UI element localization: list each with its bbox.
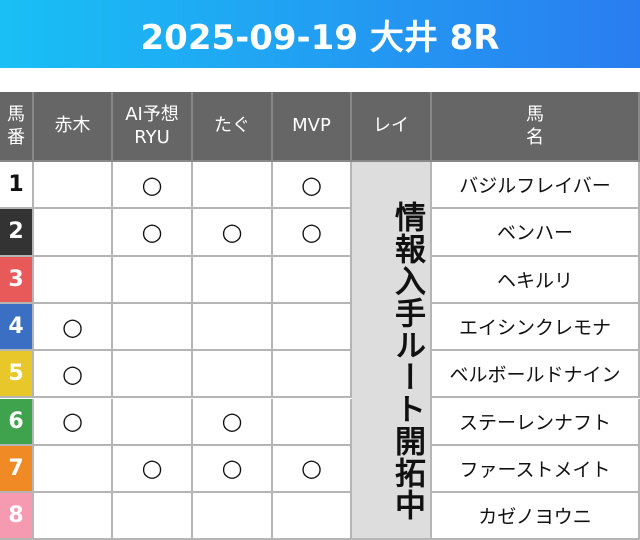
mark-cell [113,303,193,352]
horse-number: 8 [0,493,34,540]
header-line: たぐ [214,115,250,137]
mark-cell: ○ [193,209,273,257]
mark-cell: ○ [34,303,113,352]
mark-cell: ○ [193,445,273,494]
horse-number: 1 [0,162,34,210]
mark-cell [34,162,113,210]
mark-cell: ○ [113,445,193,494]
mark-cell: ○ [34,351,113,399]
mark-cell: ○ [193,398,273,446]
mark-cell [113,398,193,446]
race-title: 2025-09-19 大井 8R [0,0,640,68]
horse-number: 3 [0,256,34,304]
column-header: たぐ [193,92,273,162]
horse-name: ベンハー [432,209,640,257]
mark-cell [273,398,352,446]
horse-number: 6 [0,398,34,446]
column-header: AI予想 RYU [113,92,193,162]
mark-cell: ○ [113,209,193,257]
mark-cell [273,303,352,352]
header-line: 馬 [7,103,25,125]
mark-cell: ○ [113,162,193,210]
horse-number: 2 [0,209,34,257]
column-header: MVP [273,92,352,162]
mark-cell [34,209,113,257]
horse-name: ヘキルリ [432,256,640,304]
header-line: RYU [134,127,170,148]
header-line: 番 [7,127,25,148]
horse-name: ファーストメイト [432,445,640,494]
mark-cell [34,445,113,494]
column-header: 馬番 [0,92,34,162]
mark-cell [273,493,352,540]
horse-name: エイシンクレモナ [432,303,640,352]
mark-cell: ○ [273,209,352,257]
column-header: 馬名 [432,92,640,162]
horse-name: バジルフレイバー [432,162,640,210]
mark-cell [193,256,273,304]
mark-cell [193,493,273,540]
horse-number: 5 [0,351,34,399]
mark-cell [193,351,273,399]
horse-name: ステーレンナフト [432,398,640,446]
header-line: 名 [526,127,544,148]
mark-cell: ○ [273,445,352,494]
column-header: レイ [352,92,432,162]
mark-cell [113,256,193,304]
mark-cell: ○ [273,162,352,210]
mark-cell [34,256,113,304]
rei-note: 情報入手ルート開拓中 [352,162,432,540]
header-line: MVP [292,115,331,137]
horse-number: 4 [0,303,34,352]
horse-number: 7 [0,445,34,494]
mark-cell [113,351,193,399]
column-header: 赤木 [34,92,113,162]
horse-name: ベルボールドナイン [432,351,640,399]
mark-cell: ○ [34,398,113,446]
mark-cell [193,162,273,210]
header-line: レイ [373,115,409,137]
header-line: AI予想 [125,103,179,125]
horse-name: カゼノヨウニ [432,493,640,540]
header-line: 馬 [526,103,544,125]
mark-cell [273,351,352,399]
mark-cell [273,256,352,304]
mark-cell [193,303,273,352]
mark-cell [113,493,193,540]
header-line: 赤木 [54,115,91,137]
mark-cell [34,493,113,540]
